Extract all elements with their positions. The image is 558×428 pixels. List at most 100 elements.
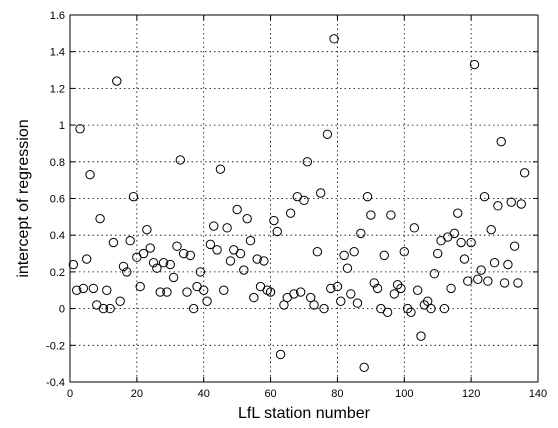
data-point bbox=[312, 247, 323, 257]
data-point bbox=[473, 274, 483, 284]
data-point bbox=[362, 191, 373, 202]
data-point bbox=[205, 239, 216, 250]
data-point bbox=[352, 298, 363, 308]
data-point bbox=[386, 210, 396, 220]
data-point bbox=[302, 157, 313, 167]
data-point bbox=[148, 258, 159, 268]
data-point bbox=[178, 248, 189, 259]
data-point bbox=[285, 208, 296, 218]
data-point bbox=[329, 34, 339, 44]
x-tick-label: 0 bbox=[67, 388, 73, 400]
x-axis-label: LfL station number bbox=[238, 405, 371, 422]
data-point bbox=[372, 283, 383, 294]
data-point bbox=[245, 236, 256, 246]
data-point bbox=[249, 292, 259, 303]
data-point bbox=[138, 248, 149, 259]
data-point bbox=[416, 331, 426, 341]
data-point bbox=[135, 281, 145, 292]
data-point bbox=[399, 247, 409, 257]
data-point bbox=[289, 289, 299, 299]
data-point bbox=[239, 265, 249, 275]
data-point bbox=[519, 168, 530, 178]
data-point bbox=[309, 300, 319, 310]
data-point bbox=[215, 164, 226, 174]
data-point bbox=[326, 283, 336, 294]
data-point bbox=[382, 307, 393, 317]
data-point bbox=[71, 285, 82, 295]
data-point bbox=[115, 296, 125, 306]
data-point bbox=[95, 213, 105, 224]
data-point bbox=[499, 278, 510, 288]
data-points bbox=[68, 34, 530, 373]
x-tick-label: 100 bbox=[395, 388, 413, 400]
data-point bbox=[105, 303, 115, 314]
data-point bbox=[295, 287, 306, 297]
x-tick-label: 20 bbox=[131, 388, 143, 400]
data-point bbox=[412, 285, 423, 295]
data-point bbox=[456, 237, 466, 248]
data-point bbox=[489, 258, 500, 268]
data-point bbox=[429, 269, 440, 279]
data-point bbox=[222, 223, 232, 233]
data-point bbox=[235, 248, 246, 259]
data-point bbox=[346, 289, 356, 299]
data-point bbox=[336, 296, 346, 306]
y-tick-labels: -0.4 -0.2 0 0.2 0.4 0.6 0.8 1 1.2 1.4 1.6 bbox=[46, 10, 65, 389]
data-point bbox=[389, 289, 399, 299]
data-point bbox=[118, 261, 129, 272]
data-point bbox=[202, 296, 212, 306]
data-point bbox=[102, 285, 112, 295]
x-tick-label: 80 bbox=[331, 388, 343, 400]
y-tick-label: 1.2 bbox=[50, 83, 65, 95]
x-tick-label: 120 bbox=[462, 388, 480, 400]
data-point bbox=[513, 278, 523, 288]
data-point bbox=[75, 124, 85, 134]
data-point bbox=[369, 278, 379, 288]
data-point bbox=[439, 303, 450, 314]
data-point bbox=[172, 241, 182, 251]
data-point bbox=[209, 221, 219, 231]
y-tick-label: 0 bbox=[59, 304, 65, 316]
data-point bbox=[356, 228, 366, 239]
data-point bbox=[396, 283, 406, 294]
data-point bbox=[112, 76, 122, 86]
data-point bbox=[503, 259, 513, 270]
data-point bbox=[199, 285, 209, 295]
data-point bbox=[506, 197, 516, 207]
data-point bbox=[342, 263, 353, 273]
data-point bbox=[168, 272, 179, 283]
data-point bbox=[232, 204, 242, 215]
x-tick-label: 140 bbox=[529, 388, 547, 400]
data-point bbox=[319, 303, 329, 314]
data-point bbox=[165, 259, 175, 270]
data-point bbox=[142, 224, 152, 235]
tick-marks bbox=[69, 14, 539, 383]
data-point bbox=[426, 303, 436, 314]
data-point bbox=[162, 287, 172, 297]
data-point bbox=[453, 208, 463, 218]
data-point bbox=[433, 248, 443, 259]
data-point bbox=[98, 303, 109, 314]
data-point bbox=[182, 287, 192, 297]
data-point bbox=[122, 267, 132, 277]
data-point bbox=[469, 59, 480, 70]
data-point bbox=[406, 307, 416, 317]
data-point bbox=[446, 283, 456, 294]
data-point bbox=[188, 303, 199, 314]
data-point bbox=[219, 285, 229, 295]
data-point bbox=[88, 283, 99, 294]
data-point bbox=[158, 258, 169, 268]
data-point bbox=[349, 247, 359, 257]
data-point bbox=[212, 245, 222, 255]
y-tick-label: 0.8 bbox=[50, 157, 65, 169]
data-point bbox=[379, 250, 389, 261]
data-point bbox=[493, 201, 503, 211]
data-point bbox=[242, 213, 252, 224]
data-point bbox=[128, 191, 139, 202]
y-tick-label: 0.4 bbox=[50, 230, 65, 242]
x-tick-label: 40 bbox=[198, 388, 210, 400]
data-point bbox=[459, 254, 470, 264]
y-tick-label: -0.2 bbox=[46, 340, 65, 352]
data-point bbox=[78, 283, 89, 294]
data-point bbox=[449, 228, 460, 239]
